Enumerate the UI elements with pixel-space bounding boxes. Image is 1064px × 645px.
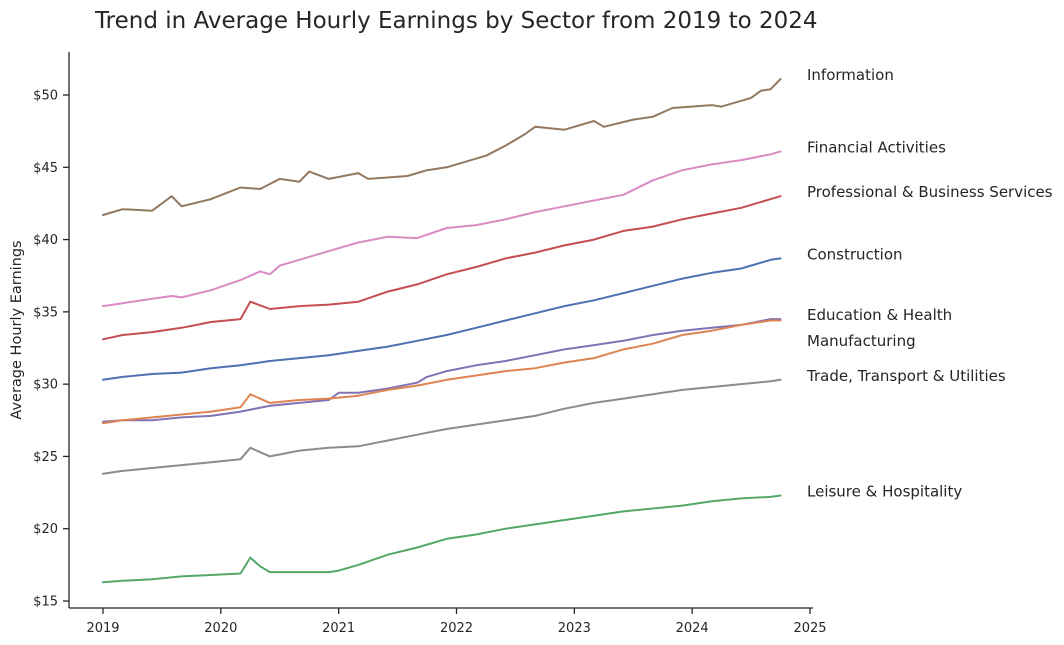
x-tick-label: 2019 — [86, 621, 119, 636]
series-line-financial-activities — [102, 150, 782, 308]
series-label-financial-activities: Financial Activities — [807, 138, 946, 156]
series-line-information — [102, 78, 782, 216]
y-tick-label: $25 — [33, 450, 58, 465]
y-tick-label: $35 — [33, 305, 58, 320]
y-axis-label: Average Hourly Earnings — [9, 240, 25, 419]
y-tick-label: $45 — [33, 161, 58, 176]
y-tick-label: $50 — [33, 89, 58, 104]
series-lines — [102, 78, 782, 584]
series-label-education-health: Education & Health — [807, 306, 952, 324]
series-line-leisure-hospitality — [102, 494, 782, 584]
y-tick-label: $15 — [33, 595, 58, 610]
series-label-trade-transport-utilities: Trade, Transport & Utilities — [806, 367, 1006, 385]
series-line-manufacturing — [102, 319, 782, 425]
series-label-information: Information — [807, 66, 894, 84]
y-tick-label: $40 — [33, 233, 58, 248]
y-tick-label: $30 — [33, 378, 58, 393]
x-tick-label: 2024 — [676, 621, 709, 636]
series-line-education-health — [102, 318, 782, 423]
x-tick-label: 2023 — [558, 621, 591, 636]
series-label-professional-business-services: Professional & Business Services — [807, 183, 1053, 201]
x-tick-label: 2021 — [322, 621, 355, 636]
chart-title: Trend in Average Hourly Earnings by Sect… — [94, 8, 818, 34]
series-line-professional-business-services — [102, 195, 782, 341]
x-axis-ticks: 2019 2020 2021 2022 2023 2024 2025 — [86, 608, 827, 636]
series-label-construction: Construction — [807, 245, 903, 263]
x-tick-label: 2020 — [204, 621, 237, 636]
y-tick-label: $20 — [33, 522, 58, 537]
y-axis-ticks: $15 $20 $25 $30 $35 $40 $45 $50 — [33, 89, 69, 610]
series-label-leisure-hospitality: Leisure & Hospitality — [807, 482, 962, 500]
x-tick-label: 2022 — [440, 621, 473, 636]
series-labels: Information Financial Activities Professio… — [806, 66, 1053, 500]
series-line-trade-transport-utilities — [102, 378, 782, 475]
series-line-construction — [102, 257, 782, 381]
x-tick-label: 2025 — [793, 621, 826, 636]
series-label-manufacturing: Manufacturing — [807, 332, 916, 350]
